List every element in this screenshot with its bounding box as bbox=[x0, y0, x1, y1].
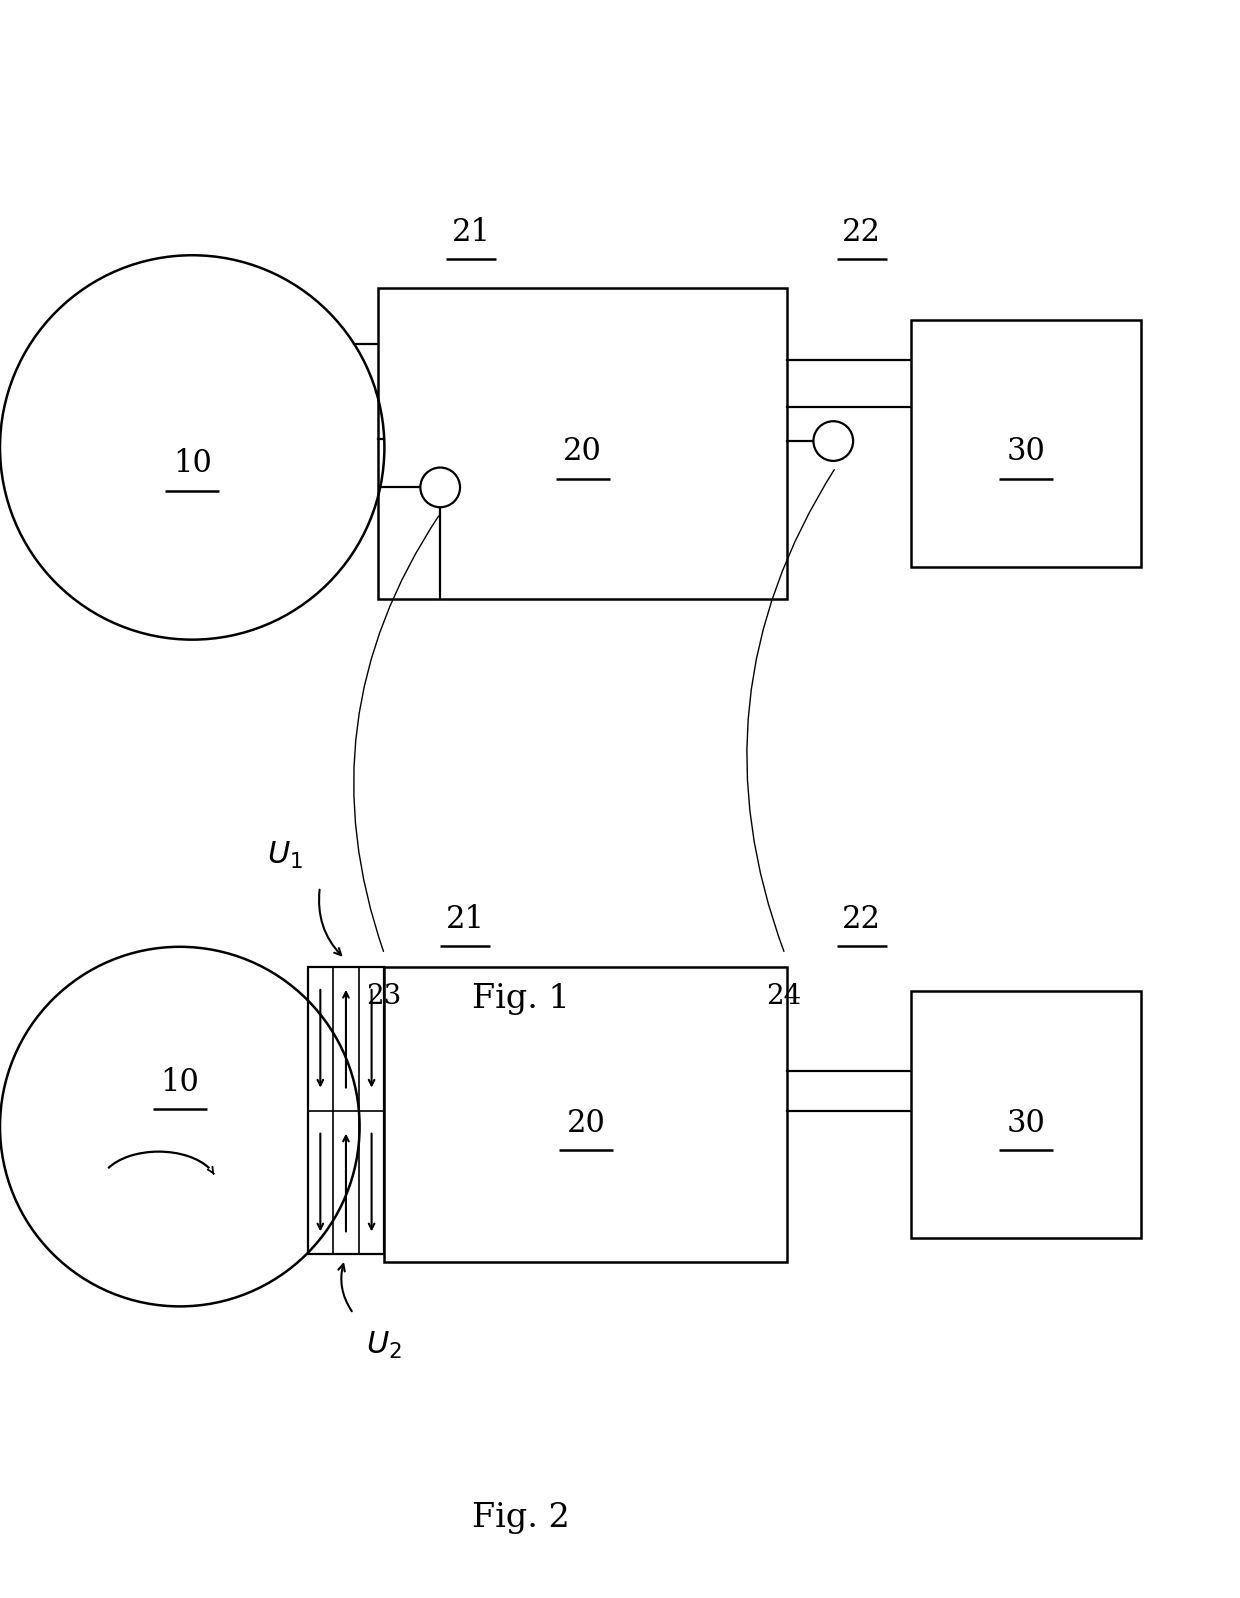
Bar bbox=[911, 320, 1141, 567]
Text: 30: 30 bbox=[1007, 1107, 1045, 1138]
Text: 24: 24 bbox=[766, 983, 801, 1010]
Text: $U_2$: $U_2$ bbox=[367, 1330, 402, 1360]
Text: 30: 30 bbox=[1007, 436, 1045, 467]
Text: 21: 21 bbox=[451, 217, 491, 248]
Text: Fig. 2: Fig. 2 bbox=[472, 1502, 569, 1534]
Text: 23: 23 bbox=[366, 983, 401, 1010]
Bar bbox=[384, 967, 787, 1262]
Text: 21: 21 bbox=[445, 904, 485, 935]
Text: 10: 10 bbox=[172, 449, 212, 479]
Bar bbox=[308, 967, 384, 1254]
Text: $U_1$: $U_1$ bbox=[268, 841, 303, 871]
Text: 10: 10 bbox=[160, 1067, 200, 1098]
Ellipse shape bbox=[813, 422, 853, 460]
Text: 22: 22 bbox=[842, 904, 882, 935]
Text: Fig. 1: Fig. 1 bbox=[472, 983, 569, 1015]
Bar bbox=[378, 288, 787, 599]
Ellipse shape bbox=[420, 468, 460, 507]
Bar bbox=[911, 991, 1141, 1238]
Text: 20: 20 bbox=[563, 436, 603, 467]
Text: 22: 22 bbox=[842, 217, 882, 248]
Text: 20: 20 bbox=[567, 1107, 605, 1138]
